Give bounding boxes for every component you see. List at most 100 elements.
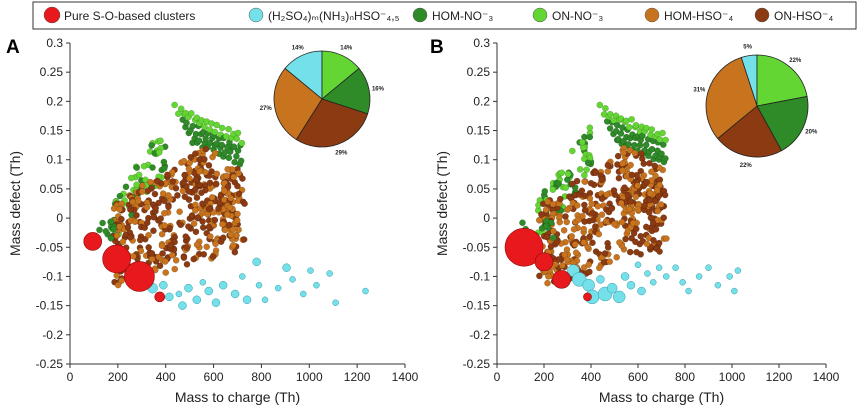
panel-b-point-onhso: [562, 213, 569, 220]
panel-b-point-onno: [562, 184, 570, 191]
panel-a-point-homhso: [229, 241, 237, 249]
panel-b-point-onhso: [646, 196, 654, 204]
panel-a-point-homhso: [118, 277, 125, 284]
panel-b-point-onhso: [581, 218, 588, 225]
panel-a-point-homhso: [203, 243, 211, 251]
panel-a-point-homno: [107, 234, 115, 242]
panel-b-point-onhso: [643, 178, 651, 186]
panel-a-point-homhso: [158, 230, 166, 238]
panel-a-point-homno: [99, 219, 106, 227]
panel-a-point-homno: [202, 135, 209, 142]
panel-a-point-onhso: [209, 253, 217, 260]
panel-a-xtick-label: 400: [156, 370, 176, 384]
legend-swatch-homno: [412, 7, 428, 23]
panel-b-point-hso: [655, 264, 663, 271]
panel-b-hso-clusters: [567, 261, 742, 305]
panel-a-point-onno: [225, 125, 232, 133]
panel-a-point-homhso: [224, 165, 231, 173]
panel-b-point-homhso: [618, 218, 626, 226]
panel-b-point-onhso: [648, 214, 655, 222]
panel-b-ytick-label: -0.15: [463, 299, 491, 313]
panel-b-point-hso: [662, 273, 670, 280]
panel-a-point-hso: [362, 287, 369, 295]
panel-b-point-homno: [617, 130, 625, 137]
panel-b-point-homhso: [580, 264, 588, 271]
panel-b-point-homhso: [580, 225, 588, 233]
panel-b-ytick-label: -0.05: [463, 240, 491, 254]
panel-b-ytick-label: 0.15: [467, 124, 491, 138]
panel-b-xtick-label: 0: [494, 370, 501, 384]
panel-a-point-hso: [326, 270, 333, 277]
panel-a-pie-label: 16%: [372, 86, 385, 92]
panel-b-point-homhso: [619, 160, 626, 167]
panel-b-point-pure: [534, 252, 554, 272]
panel-a-point-onno: [238, 139, 246, 147]
panel-b-point-homhso: [652, 172, 659, 180]
panel-a-point-homhso: [165, 192, 172, 199]
panel-a-point-homhso: [230, 173, 238, 181]
legend-swatch-pure: [43, 6, 61, 24]
panel-a-point-onhso: [143, 219, 151, 227]
legend-label-hso: (H₂SO₄)ₘ(NH₃)ₙHSO⁻₄,₅: [268, 9, 400, 23]
panel-b-point-onhso: [586, 233, 593, 240]
panel-a-point-onhso: [145, 244, 152, 251]
panel-a-point-homhso: [119, 238, 127, 246]
panel-a-point-onhso: [217, 238, 225, 246]
panel-b-ytick-label: 0: [483, 211, 490, 225]
panel-a-point-homhso: [114, 281, 122, 289]
panel-b-point-homhso: [627, 161, 634, 169]
panel-a-point-onno: [233, 135, 241, 143]
panel-b-point-onno: [549, 186, 557, 193]
panel-b-point-onhso: [660, 214, 668, 222]
panel-b-point-homhso: [568, 233, 576, 240]
panel-b-point-hso: [637, 286, 646, 296]
panel-b-pie-label: 22%: [789, 58, 802, 64]
panel-b-pie-label: 20%: [805, 130, 818, 136]
panel-b-xtick-label: 800: [675, 370, 695, 384]
panel-b-point-onhso: [642, 223, 650, 231]
panel-b-point-hso: [606, 282, 618, 294]
panel-b-point-onhso: [645, 209, 653, 216]
panel-b-point-onno: [578, 138, 586, 146]
legend-label-onno: ON-NO⁻₃: [552, 9, 603, 23]
panel-a-point-onhso: [152, 204, 159, 212]
panel-a-point-pure: [124, 261, 155, 292]
panel-b-point-onhso: [621, 184, 628, 191]
panel-a-point-hso: [261, 296, 269, 304]
panel-a-point-pure: [102, 244, 131, 274]
panel-a-point-homno: [160, 165, 168, 172]
panel-b-point-onhso: [608, 205, 615, 212]
panel-a-ytick-label: 0: [56, 211, 63, 225]
panel-a-point-homno: [133, 164, 141, 171]
panel-a-point-onhso: [159, 250, 166, 257]
legend-label-onhso: ON-HSO⁻₄: [774, 9, 833, 23]
panel-a-point-hso: [184, 283, 193, 293]
panel-a-point-homhso: [223, 172, 231, 180]
panel-a-point-onhso: [157, 215, 165, 222]
panel-a-point-onhso: [185, 188, 193, 195]
panel-a-pie-label: 29%: [335, 151, 348, 157]
panel-b-point-homhso: [634, 182, 641, 190]
panel-a-point-onhso: [187, 153, 195, 161]
panel-a-point-onhso: [167, 241, 174, 249]
panel-b-point-homhso: [606, 258, 614, 265]
panel-b-point-homhso: [570, 226, 578, 233]
panel-a-point-onno: [177, 105, 185, 113]
panel-a-point-onhso: [182, 233, 190, 240]
panel-b-point-hso: [726, 273, 733, 280]
panel-a-point-onhso: [161, 197, 168, 205]
panel-a-point-onhso: [144, 187, 152, 195]
panel-a-point-onhso: [231, 248, 239, 256]
panel-b-point-onhso: [543, 233, 551, 241]
panel-b-point-onhso: [587, 179, 595, 187]
panel-a-point-hso: [199, 279, 207, 286]
panel-a-ytick-label: 0.15: [40, 124, 64, 138]
panel-a-point-homhso: [129, 252, 137, 260]
panel-a-point-onhso: [127, 206, 134, 213]
panel-a-point-hso: [211, 298, 221, 307]
panel-b-pie-slice-homhso: [705, 56, 758, 140]
panel-a-point-onhso: [215, 205, 222, 212]
legend-label-homno: HOM-NO⁻₃: [432, 9, 493, 23]
panel-b-point-homhso: [657, 201, 665, 208]
panel-b-pie-label: 22%: [740, 163, 753, 169]
